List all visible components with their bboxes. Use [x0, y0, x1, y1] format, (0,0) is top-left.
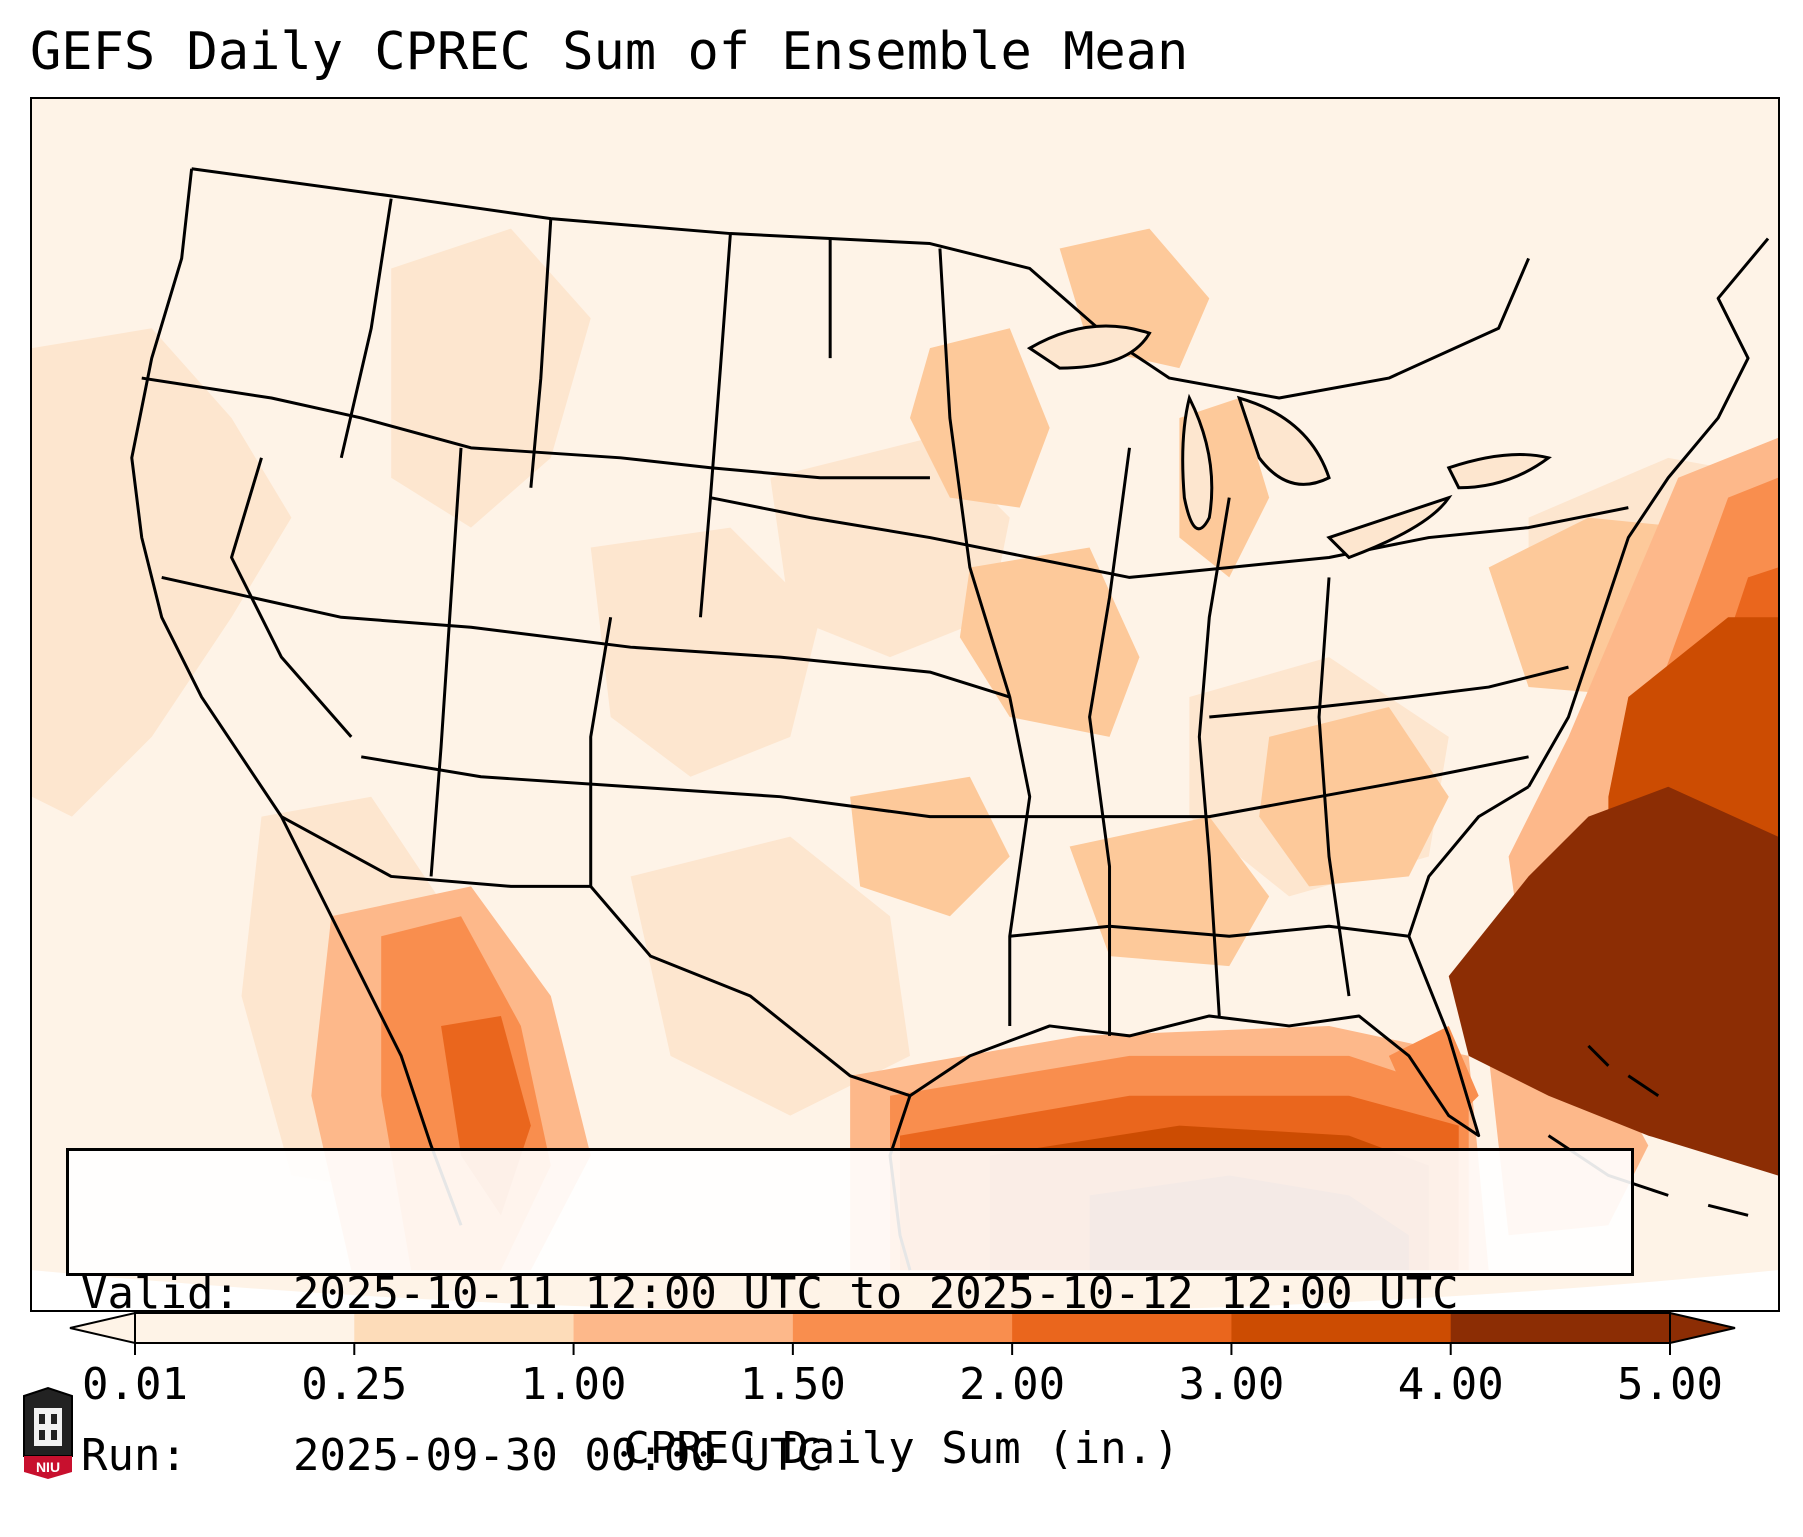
great-lakes: [1026, 324, 1552, 560]
colorbar-tick-label: 2.00: [959, 1359, 1066, 1410]
valid-line: Valid: 2025-10-11 12:00 UTC to 2025-10-12…: [81, 1267, 1619, 1321]
colorbar-extend-min: [69, 1311, 136, 1345]
colorbar-segment: [135, 1313, 355, 1343]
colorbar-segment: [1450, 1313, 1671, 1343]
valid-run-info-box: Valid: 2025-10-11 12:00 UTC to 2025-10-12…: [66, 1148, 1634, 1481]
colorbar-tick-label: 0.01: [82, 1359, 188, 1410]
colorbar-graphic: [69, 1311, 1736, 1355]
run-value: 2025-09-30 00:00 UTC: [293, 1430, 823, 1481]
colorbar-segment: [1012, 1313, 1232, 1343]
colorbar-tick-label: 0.25: [301, 1359, 408, 1410]
colorbar-label: CPREC Daily Sum (in.): [623, 1423, 1180, 1474]
colorbar-tick-label: 4.00: [1397, 1359, 1504, 1410]
colorbar-segment: [1231, 1313, 1452, 1343]
run-line: Run: 2025-09-30 00:00 UTC: [81, 1429, 1619, 1483]
valid-value: 2025-10-11 12:00 UTC to 2025-10-12 12:00…: [293, 1268, 1459, 1319]
niu-logo: NIU: [20, 1386, 76, 1480]
colorbar-segment: [354, 1313, 575, 1343]
map-canvas: [32, 99, 1778, 1310]
colorbar-extend-max: [1669, 1311, 1736, 1345]
colorbar-segment: [792, 1313, 1013, 1343]
run-label: Run:: [81, 1430, 187, 1481]
colorbar-tick-label: 1.00: [520, 1359, 627, 1410]
precipitation-map[interactable]: [30, 97, 1780, 1312]
colorbar-outline: [134, 1312, 1671, 1344]
colorbar-tick-label: 3.00: [1178, 1359, 1285, 1410]
colorbar-tick-label: 5.00: [1617, 1359, 1723, 1410]
colorbar-tick-label: 1.50: [739, 1359, 846, 1410]
valid-label: Valid:: [81, 1268, 240, 1319]
map-title: GEFS Daily CPREC Sum of Ensemble Mean: [30, 22, 1189, 82]
colorbar: [69, 1311, 1736, 1355]
svg-text:NIU: NIU: [36, 1459, 60, 1475]
colorbar-segment: [573, 1313, 794, 1343]
